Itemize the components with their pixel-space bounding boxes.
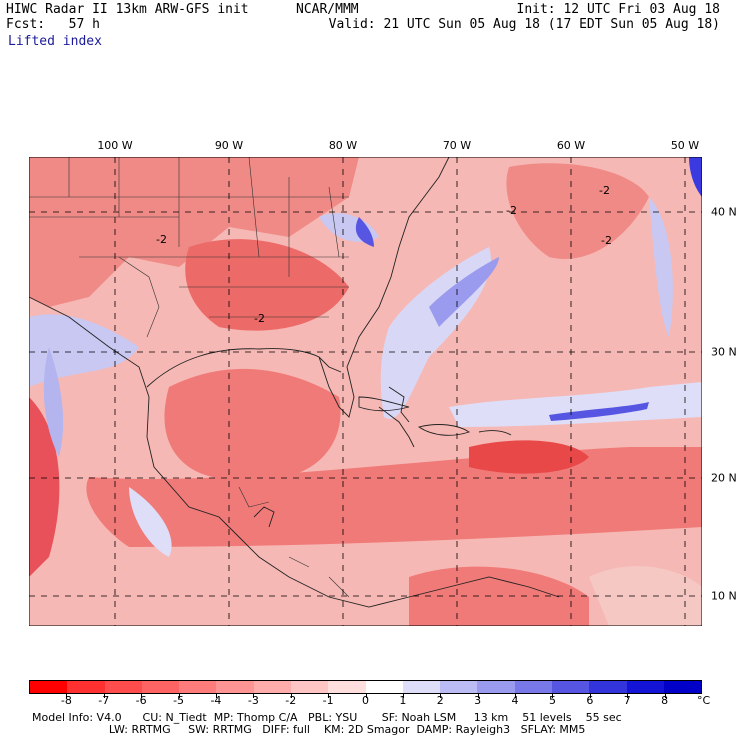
colorbar-tick	[515, 694, 517, 698]
lon-label: 80 W	[328, 139, 358, 152]
colorbar-segment	[67, 681, 105, 693]
colorbar-label: 0	[362, 694, 369, 707]
colorbar-tick	[328, 694, 330, 698]
colorbar-segment	[514, 681, 552, 693]
instability-region	[506, 163, 649, 259]
stable-jet	[549, 402, 649, 421]
colorbar-tick	[589, 694, 591, 698]
colorbar-label: -7	[98, 694, 110, 707]
stable-region	[429, 257, 499, 327]
colorbar-label: -8	[60, 694, 72, 707]
contour-label: -2	[599, 184, 610, 197]
colorbar	[29, 680, 702, 694]
colorbar-segment	[402, 681, 441, 693]
header-right: Init: 12 UTC Fri 03 Aug 18 Valid: 21 UTC…	[329, 2, 720, 32]
lat-label: 40 N	[711, 205, 737, 219]
instability-region	[164, 368, 341, 479]
colorbar-label: -2	[285, 694, 297, 707]
colorbar-segment	[253, 681, 291, 693]
model-info-line1: Model Info: V4.0 CU: N_Tiedt MP: Thomp C…	[32, 711, 622, 724]
stable-region	[129, 487, 172, 557]
colorbar-segment	[30, 681, 68, 693]
colorbar-segment	[551, 681, 590, 693]
stable-region	[689, 157, 702, 197]
stable-region	[43, 347, 64, 457]
colorbar-segment	[663, 681, 702, 693]
political-borders	[29, 157, 350, 598]
colorbar-tick	[66, 694, 68, 698]
colorbar-tick	[215, 694, 217, 698]
instability-region	[469, 440, 589, 474]
coastlines	[29, 157, 560, 608]
colorbar-label: 5	[548, 694, 556, 707]
colorbar-tick	[141, 694, 143, 698]
colorbar-label: 3	[474, 694, 482, 707]
lat-label: 30 N	[711, 345, 737, 359]
colorbar-label: -1	[322, 694, 334, 707]
contour-label: -2	[601, 234, 612, 247]
colorbar-tick	[253, 694, 255, 698]
colorbar-tick	[365, 694, 367, 698]
instability-region	[29, 397, 60, 577]
lon-label: 50 W	[670, 139, 700, 152]
lon-label: 90 W	[214, 139, 244, 152]
colorbar-segment	[626, 681, 664, 693]
colorbar-segment	[141, 681, 180, 693]
colorbar-segment	[104, 681, 142, 693]
field-name: Lifted index	[8, 34, 102, 49]
valid-time: Valid: 21 UTC Sun 05 Aug 18 (17 EDT Sun …	[328, 17, 720, 32]
lon-label: 70 W	[442, 139, 472, 152]
model-info-line2: LW: RRTMG SW: RRTMG DIFF: full KM: 2D Sm…	[32, 723, 586, 736]
init-time: Init: 12 UTC Fri 03 Aug 18	[516, 2, 721, 17]
stable-region	[449, 382, 702, 427]
colorbar-label: 4	[511, 694, 519, 707]
lon-label: 60 W	[556, 139, 586, 152]
colorbar-label: 2	[436, 694, 444, 707]
lifted-index-map: -2 -2 -2 -2 -2	[29, 157, 702, 626]
forecast-hour: Fcst: 57 h	[6, 17, 100, 32]
instability-region	[185, 239, 349, 331]
colorbar-segment	[179, 681, 217, 693]
colorbar-segment	[589, 681, 627, 693]
model-title: HIWC Radar II 13km ARW-GFS init	[6, 2, 249, 17]
lat-label: 20 N	[711, 471, 737, 485]
stable-region	[355, 217, 374, 247]
instability-region	[29, 157, 359, 307]
header-left: HIWC Radar II 13km ARW-GFS init Fcst: 57…	[6, 2, 249, 32]
contour-label: -2	[254, 312, 265, 325]
colorbar-unit: °C	[697, 694, 711, 707]
colorbar-tick	[290, 694, 292, 698]
stable-region	[649, 197, 673, 337]
colorbar-label: 8	[661, 694, 669, 707]
colorbar-label: -5	[173, 694, 185, 707]
graticule	[29, 157, 702, 626]
colorbar-tick	[552, 694, 554, 698]
stable-region	[29, 314, 139, 387]
colorbar-label: -4	[210, 694, 222, 707]
colorbar-segment	[216, 681, 254, 693]
org-label: NCAR/MMM	[296, 2, 359, 17]
colorbar-tick	[402, 694, 404, 698]
lat-label: 10 N	[711, 589, 737, 603]
colorbar-segment	[477, 681, 515, 693]
colorbar-label: -6	[135, 694, 147, 707]
colorbar-tick	[664, 694, 666, 698]
colorbar-segment	[440, 681, 478, 693]
colorbar-label: -3	[247, 694, 259, 707]
contour-label: -2	[506, 204, 517, 217]
colorbar-label: 7	[623, 694, 631, 707]
colorbar-segment	[365, 681, 403, 693]
colorbar-tick	[178, 694, 180, 698]
colorbar-label: 6	[586, 694, 594, 707]
lon-label: 100 W	[97, 139, 133, 152]
colorbar-tick	[477, 694, 479, 698]
colorbar-tick	[103, 694, 105, 698]
colorbar-tick	[627, 694, 629, 698]
colorbar-tick	[440, 694, 442, 698]
contour-label: -2	[156, 233, 167, 246]
colorbar-segment	[290, 681, 329, 693]
colorbar-segment	[328, 681, 366, 693]
colorbar-label: 1	[399, 694, 407, 707]
